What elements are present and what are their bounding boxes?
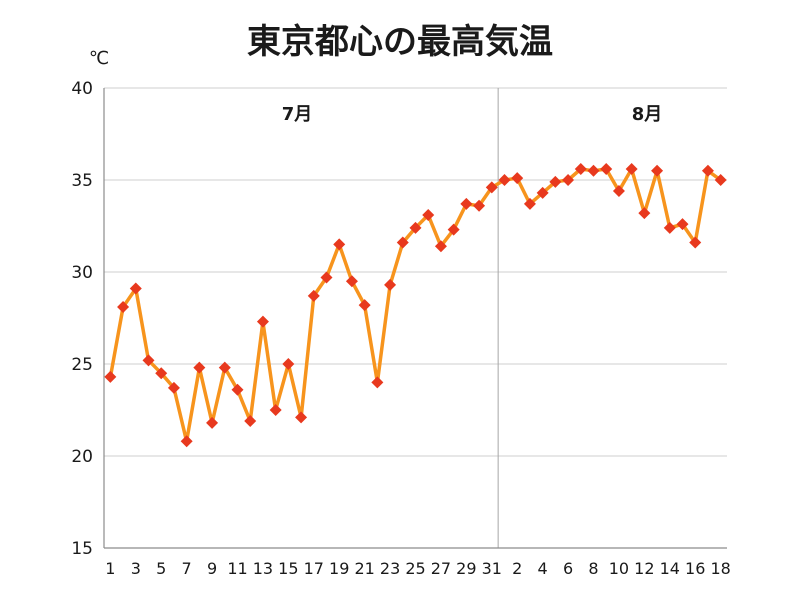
x-tick-label: 17 [304, 559, 324, 578]
x-tick-label: 7 [182, 559, 192, 578]
data-point [142, 354, 155, 367]
data-point [345, 275, 358, 288]
data-point [396, 236, 409, 249]
x-tick-label: 15 [278, 559, 298, 578]
x-tick-label: 2 [512, 559, 522, 578]
x-tick-label: 1 [105, 559, 115, 578]
x-tick-label: 31 [482, 559, 502, 578]
x-tick-label: 25 [405, 559, 425, 578]
data-point [485, 181, 498, 194]
x-tick-label: 10 [609, 559, 629, 578]
data-point [701, 164, 714, 177]
data-point [625, 162, 638, 175]
y-tick-labels: 15 20 25 30 35 40 [71, 79, 93, 559]
data-point [231, 383, 244, 396]
data-point [282, 358, 295, 370]
y-axis-unit: ℃ [89, 48, 109, 69]
data-point [434, 240, 447, 253]
data-point [511, 172, 524, 185]
x-tick-label: 23 [380, 559, 400, 578]
data-point [422, 208, 435, 221]
x-tick-label: 21 [354, 559, 374, 578]
data-point [117, 300, 130, 313]
data-point [663, 221, 676, 234]
data-point [244, 415, 257, 428]
data-point [676, 218, 689, 231]
y-tick-label: 30 [71, 263, 93, 283]
data-point [498, 174, 511, 186]
y-tick-label: 15 [71, 539, 93, 559]
x-tick-label: 6 [563, 559, 573, 578]
data-point [600, 162, 613, 175]
data-point [104, 370, 117, 383]
data-point [206, 416, 219, 429]
x-tick-label: 29 [456, 559, 476, 578]
x-tick-labels: 1 3 5 7 9 11 13 15 17 19 21 23 25 27 29 31 2 4 6 8 10 12 14 16 1… [105, 559, 731, 578]
data-point [180, 435, 193, 448]
data-point [523, 197, 536, 210]
data-point [269, 404, 282, 416]
data-point [129, 282, 142, 295]
x-tick-label: 13 [253, 559, 273, 578]
data-point [689, 236, 702, 249]
data-point [384, 278, 397, 291]
x-tick-label: 4 [538, 559, 548, 578]
chart-title: 東京都心の最高気温 [247, 22, 553, 62]
month-label-july: 7月 [282, 104, 313, 125]
data-point [612, 185, 625, 198]
month-label-august: 8月 [632, 104, 663, 125]
data-point [193, 361, 206, 374]
data-point [714, 174, 727, 186]
y-tick-label: 25 [71, 355, 93, 375]
data-point [333, 238, 346, 251]
data-point [549, 175, 562, 188]
x-tick-label: 16 [685, 559, 705, 578]
data-point [536, 186, 549, 199]
data-point [562, 174, 575, 186]
x-tick-label: 3 [131, 559, 141, 578]
x-tick-label: 18 [710, 559, 730, 578]
data-point [587, 164, 600, 177]
data-point [320, 271, 333, 284]
y-tick-label: 40 [71, 79, 93, 99]
data-point [460, 197, 473, 210]
x-tick-label: 11 [227, 559, 247, 578]
x-tick-label: 12 [634, 559, 654, 578]
data-point [638, 207, 651, 220]
x-tick-label: 27 [431, 559, 451, 578]
data-point [307, 289, 320, 302]
y-tick-label: 20 [71, 447, 93, 467]
y-tick-label: 35 [71, 171, 93, 191]
gridlines [104, 87, 727, 457]
data-point [371, 376, 384, 389]
x-tick-label: 9 [207, 559, 217, 578]
data-point [651, 164, 664, 177]
data-point [155, 367, 168, 380]
data-points [104, 162, 727, 448]
data-point [409, 221, 422, 234]
x-tick-label: 5 [156, 559, 166, 578]
x-tick-label: 14 [660, 559, 680, 578]
data-point [256, 315, 269, 328]
data-point [574, 162, 587, 175]
x-tick-label: 8 [588, 559, 598, 578]
data-point [473, 199, 486, 212]
data-point [295, 411, 308, 424]
data-point [447, 223, 460, 236]
x-tick-label: 19 [329, 559, 349, 578]
data-point [218, 361, 231, 374]
data-point [167, 381, 180, 394]
data-point [358, 299, 371, 312]
